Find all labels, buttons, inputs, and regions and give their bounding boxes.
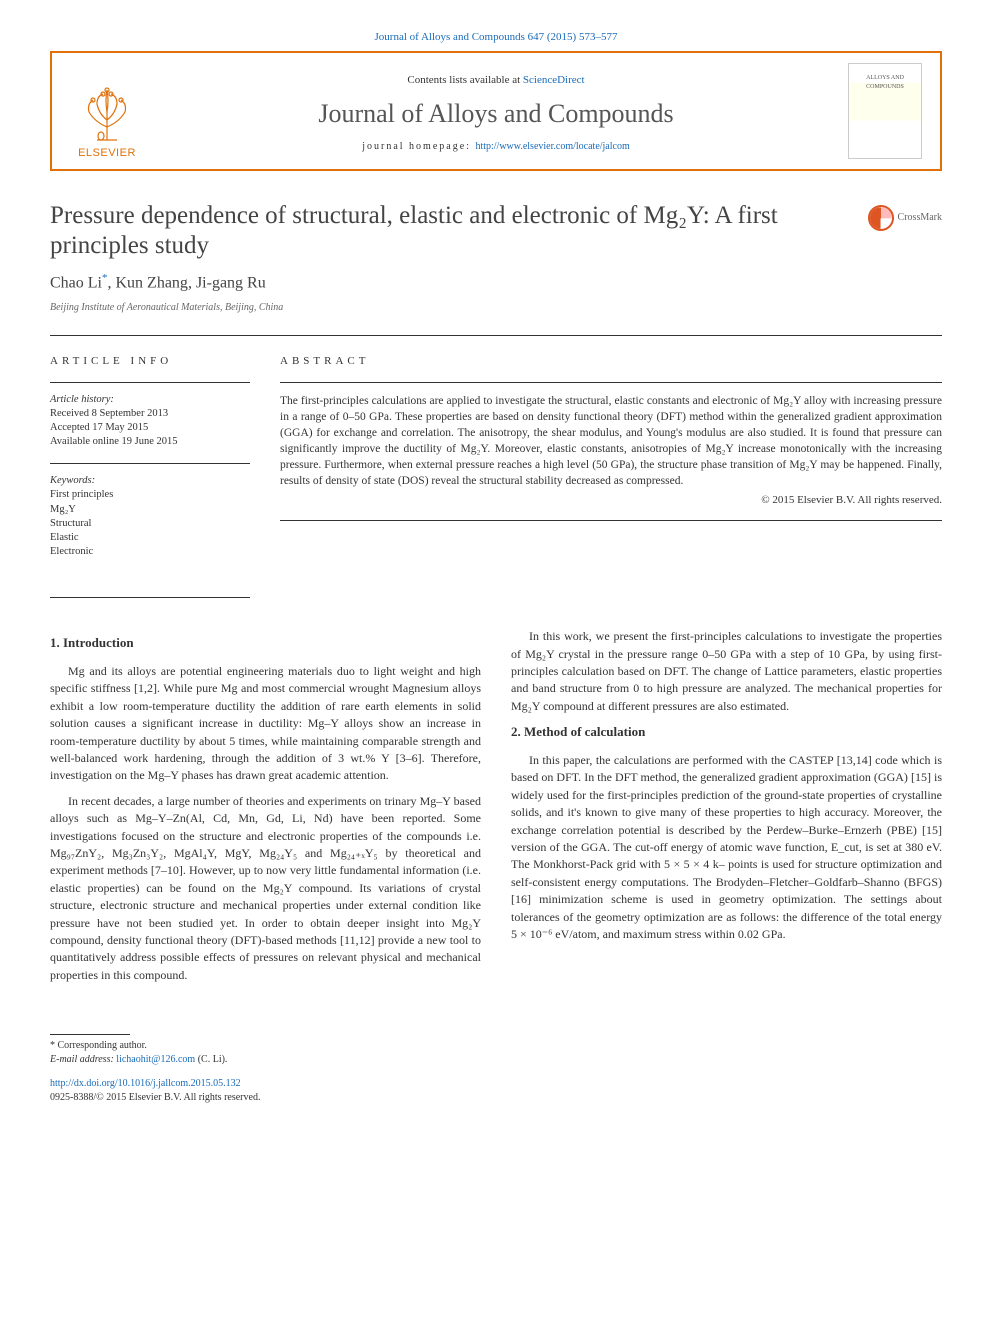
corresponding-email-link[interactable]: lichaohit@126.com	[116, 1054, 195, 1065]
history-line-3: Available online 19 June 2015	[50, 435, 250, 449]
doi-link[interactable]: http://dx.doi.org/10.1016/j.jallcom.2015…	[50, 1078, 241, 1089]
abstract-rule-bottom	[280, 520, 942, 521]
article-title: Pressure dependence of structural, elast…	[50, 201, 848, 261]
abstract-rule	[280, 382, 942, 383]
section-2-heading: 2. Method of calculation	[511, 723, 942, 742]
keyword-5: Electronic	[50, 545, 250, 559]
intro-para-2: In recent decades, a large number of the…	[50, 793, 481, 984]
keywords-block: Keywords: First principles Mg₂Y Structur…	[50, 474, 250, 559]
publisher-name: ELSEVIER	[78, 146, 136, 161]
author-2: Kun Zhang	[116, 275, 188, 292]
intro-para-1: Mg and its alloys are potential engineer…	[50, 663, 481, 785]
keyword-3: Structural	[50, 517, 250, 531]
sciencedirect-link[interactable]: ScienceDirect	[523, 74, 585, 86]
article-history-block: Article history: Received 8 September 20…	[50, 393, 250, 450]
keyword-1: First principles	[50, 488, 250, 502]
info-abstract-row: ARTICLE INFO Article history: Received 8…	[50, 336, 942, 597]
method-para-1: In this paper, the calculations are perf…	[511, 752, 942, 943]
email-name-suffix: (C. Li).	[195, 1054, 227, 1065]
banner-right	[830, 53, 940, 169]
abstract-text: The first-principles calculations are ap…	[280, 393, 942, 490]
homepage-prefix: journal homepage:	[362, 141, 475, 152]
contents-line: Contents lists available at ScienceDirec…	[162, 73, 830, 88]
corresponding-marker: *	[102, 272, 108, 284]
section-1-heading: 1. Introduction	[50, 634, 481, 653]
intro-para-3: In this work, we present the first-princ…	[511, 628, 942, 715]
keyword-2: Mg₂Y	[50, 503, 250, 517]
page: Journal of Alloys and Compounds 647 (201…	[0, 0, 992, 1135]
info-rule-2	[50, 463, 250, 464]
body-columns: 1. Introduction Mg and its alloys are po…	[50, 628, 942, 984]
journal-cover-thumbnail	[848, 63, 922, 159]
affiliation: Beijing Institute of Aeronautical Materi…	[50, 301, 942, 315]
authors-line: Chao Li*, Kun Zhang, Ji-gang Ru	[50, 271, 942, 295]
email-line: E-mail address: lichaohit@126.com (C. Li…	[50, 1053, 942, 1067]
abstract-copyright: © 2015 Elsevier B.V. All rights reserved…	[280, 493, 942, 508]
top-citation: Journal of Alloys and Compounds 647 (201…	[50, 30, 942, 45]
history-line-1: Received 8 September 2013	[50, 407, 250, 421]
author-3: Ji-gang Ru	[196, 275, 266, 292]
journal-banner: ELSEVIER Contents lists available at Sci…	[50, 51, 942, 171]
keyword-4: Elastic	[50, 531, 250, 545]
issn-copyright: 0925-8388/© 2015 Elsevier B.V. All right…	[50, 1091, 942, 1105]
email-label: E-mail address:	[50, 1054, 116, 1065]
banner-center: Contents lists available at ScienceDirec…	[162, 53, 830, 169]
journal-name-heading: Journal of Alloys and Compounds	[162, 96, 830, 132]
homepage-link[interactable]: http://www.elsevier.com/locate/jalcom	[475, 141, 629, 152]
abstract-heading: ABSTRACT	[280, 354, 942, 369]
article-info-column: ARTICLE INFO Article history: Received 8…	[50, 354, 250, 573]
footer-divider	[50, 1034, 130, 1035]
elsevier-tree-icon	[77, 82, 137, 142]
rule-bottom	[50, 597, 250, 598]
doi-line: http://dx.doi.org/10.1016/j.jallcom.2015…	[50, 1077, 942, 1091]
corresponding-author-note: * Corresponding author.	[50, 1039, 942, 1053]
keywords-label: Keywords:	[50, 474, 250, 488]
author-1: Chao Li	[50, 275, 102, 292]
abstract-column: ABSTRACT The first-principles calculatio…	[280, 354, 942, 573]
history-line-2: Accepted 17 May 2015	[50, 421, 250, 435]
contents-prefix: Contents lists available at	[407, 74, 522, 86]
history-label: Article history:	[50, 393, 250, 407]
page-footer: * Corresponding author. E-mail address: …	[50, 1034, 942, 1105]
info-rule-1	[50, 382, 250, 383]
article-info-heading: ARTICLE INFO	[50, 354, 250, 369]
crossmark-icon	[868, 205, 894, 231]
homepage-line: journal homepage: http://www.elsevier.co…	[162, 140, 830, 154]
crossmark-badge[interactable]: CrossMark	[868, 205, 942, 231]
crossmark-label: CrossMark	[898, 211, 942, 225]
publisher-logo-block: ELSEVIER	[52, 53, 162, 169]
title-row: Pressure dependence of structural, elast…	[50, 201, 942, 261]
